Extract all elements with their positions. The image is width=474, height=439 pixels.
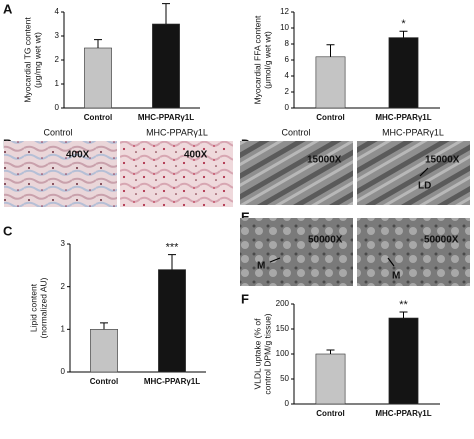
y-axis-label: (μg/mg wet wt) xyxy=(32,32,42,88)
panel-letter: F xyxy=(241,291,249,306)
y-axis-label: Myocardial TG content xyxy=(22,17,32,103)
y-tick-label: 3 xyxy=(61,239,66,248)
magnification: 400X xyxy=(184,150,208,161)
error-bar xyxy=(399,311,408,318)
x-tick-label: MHC-PPARγ1L xyxy=(138,113,194,122)
error-bar xyxy=(100,322,108,330)
bar xyxy=(84,47,112,109)
y-tick-label: 10 xyxy=(280,23,289,32)
magnification: 50000X xyxy=(424,235,459,246)
bar xyxy=(90,329,118,373)
y-axis-label: Myocardial FFA content xyxy=(252,15,262,104)
panel-letter: C xyxy=(3,223,13,238)
error-bar xyxy=(168,254,176,270)
y-tick-label: 1 xyxy=(55,79,60,88)
y-tick-label: 0 xyxy=(285,399,290,408)
error-bar xyxy=(326,349,335,354)
y-axis-label: Lipid content xyxy=(28,283,38,332)
micrograph xyxy=(357,218,470,286)
bar xyxy=(152,23,180,109)
y-axis-label: control DPM/g tissue) xyxy=(262,313,272,394)
panel-letter: E xyxy=(241,209,250,224)
arrow xyxy=(387,257,395,267)
x-tick-label: MHC-PPARγ1L xyxy=(375,409,431,418)
significance: * xyxy=(401,18,406,30)
y-tick-label: 0 xyxy=(285,103,290,112)
micrograph xyxy=(4,141,117,207)
image-annotation: LD xyxy=(418,181,431,192)
y-tick-label: 4 xyxy=(55,7,60,16)
y-tick-label: 2 xyxy=(61,282,66,291)
image-label: MHC-PPARγ1L xyxy=(146,127,208,137)
micrograph xyxy=(357,141,470,205)
significance: *** xyxy=(166,242,180,254)
x-tick-label: Control xyxy=(84,113,112,122)
magnification: 400X xyxy=(66,150,90,161)
magnification: 50000X xyxy=(308,235,343,246)
y-tick-label: 4 xyxy=(285,71,290,80)
image-label: Control xyxy=(281,127,310,137)
panel-letter: A xyxy=(3,1,13,16)
error-bar xyxy=(94,39,102,48)
micrograph xyxy=(240,141,353,205)
y-tick-label: 1 xyxy=(61,324,66,333)
significance: ** xyxy=(399,299,408,311)
x-tick-label: Control xyxy=(316,409,344,418)
image-annotation: M xyxy=(257,261,265,272)
y-axis-label: (normalized AU) xyxy=(38,277,48,338)
y-tick-label: 12 xyxy=(280,7,289,16)
error-bar xyxy=(162,3,170,24)
y-tick-label: 3 xyxy=(55,31,60,40)
image-label: MHC-PPARγ1L xyxy=(382,127,444,137)
y-tick-label: 200 xyxy=(276,299,290,308)
y-tick-label: 50 xyxy=(280,374,289,383)
bar xyxy=(388,317,419,405)
y-tick-label: 150 xyxy=(276,324,290,333)
significance: * xyxy=(164,0,169,3)
arrow xyxy=(269,257,281,263)
error-bar xyxy=(326,44,335,57)
y-tick-label: 2 xyxy=(55,55,60,64)
x-tick-label: MHC-PPARγ1L xyxy=(375,113,431,122)
micrograph xyxy=(120,141,233,207)
bar xyxy=(315,56,346,109)
x-tick-label: Control xyxy=(316,113,344,122)
y-tick-label: 6 xyxy=(285,55,290,64)
y-axis-label: (μmol/g wet wt) xyxy=(262,31,272,89)
y-tick-label: 2 xyxy=(285,87,290,96)
bar xyxy=(315,353,346,405)
y-tick-label: 8 xyxy=(285,39,290,48)
image-annotation: M xyxy=(392,271,400,282)
y-tick-label: 0 xyxy=(61,367,66,376)
y-tick-label: 100 xyxy=(276,349,290,358)
y-axis-label: VLDL uptake (% of xyxy=(252,318,262,390)
x-tick-label: Control xyxy=(90,377,118,386)
error-bar xyxy=(399,30,408,38)
x-tick-label: MHC-PPARγ1L xyxy=(144,377,200,386)
bar xyxy=(158,269,186,373)
magnification: 15000X xyxy=(425,155,460,166)
y-tick-label: 0 xyxy=(55,103,60,112)
arrow xyxy=(419,167,429,177)
bar xyxy=(388,37,419,109)
micrograph xyxy=(240,218,353,286)
image-label: Control xyxy=(43,127,72,137)
magnification: 15000X xyxy=(307,155,342,166)
